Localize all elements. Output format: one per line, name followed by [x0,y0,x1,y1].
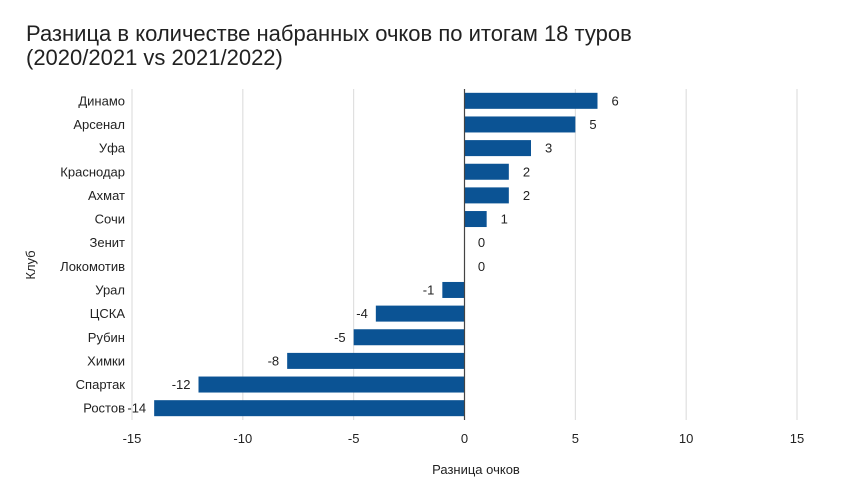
value-label: 2 [523,188,530,203]
x-axis-title: Разница очков [432,462,520,477]
value-label: -1 [423,282,435,297]
x-tick-label: -10 [233,431,252,446]
chart-title-line-1: Разница в количестве набранных очков по … [26,21,632,46]
x-tick-label: 0 [461,431,468,446]
bar [464,211,487,228]
value-label: 6 [612,93,619,108]
bar [464,187,509,204]
category-label: Урал [95,282,125,297]
category-label: Динамо [78,93,125,108]
category-label: Сочи [95,212,125,227]
value-label: 3 [545,141,552,156]
value-label: -5 [334,330,346,345]
category-label: Ростов [83,401,125,416]
category-label: ЦСКА [90,306,126,321]
category-label: Ахмат [88,188,125,203]
value-label: -14 [127,401,146,416]
bar [353,329,465,346]
category-label: Зенит [90,235,126,250]
category-label: Рубин [88,330,125,345]
bar [442,281,465,298]
value-label: 5 [589,117,596,132]
bar [464,163,509,180]
chart-title: Разница в количестве набранных очков по … [26,22,806,70]
x-tick-label: -5 [348,431,360,446]
bar [464,140,531,157]
value-label: 0 [478,235,485,250]
value-label: -4 [356,306,368,321]
bar [464,116,576,133]
category-label: Локомотив [60,259,125,274]
bar [375,305,465,322]
bar [287,352,465,369]
chart-title-line-2: (2020/2021 vs 2021/2022) [26,45,283,70]
x-tick-label: 5 [572,431,579,446]
x-tick-label: 15 [790,431,804,446]
value-label: -8 [268,353,280,368]
x-tick-label: -15 [123,431,142,446]
y-axis-title: Клуб [23,250,38,279]
category-label: Химки [87,353,125,368]
bar [198,376,465,393]
value-label: 0 [478,259,485,274]
bar [464,92,598,109]
x-tick-label: 10 [679,431,693,446]
category-label: Арсенал [73,117,125,132]
category-label: Спартак [76,377,126,392]
value-label: 1 [501,212,508,227]
category-label: Краснодар [60,164,125,179]
value-label: 2 [523,164,530,179]
x-tick-labels: -15 -10 -5 0 5 10 15 [123,431,805,446]
bars [154,92,598,417]
category-labels: Динамо Арсенал Уфа Краснодар Ахмат Сочи Зенит Л… [60,93,126,415]
value-label: -12 [172,377,191,392]
bar [154,400,465,417]
category-label: Уфа [99,141,126,156]
